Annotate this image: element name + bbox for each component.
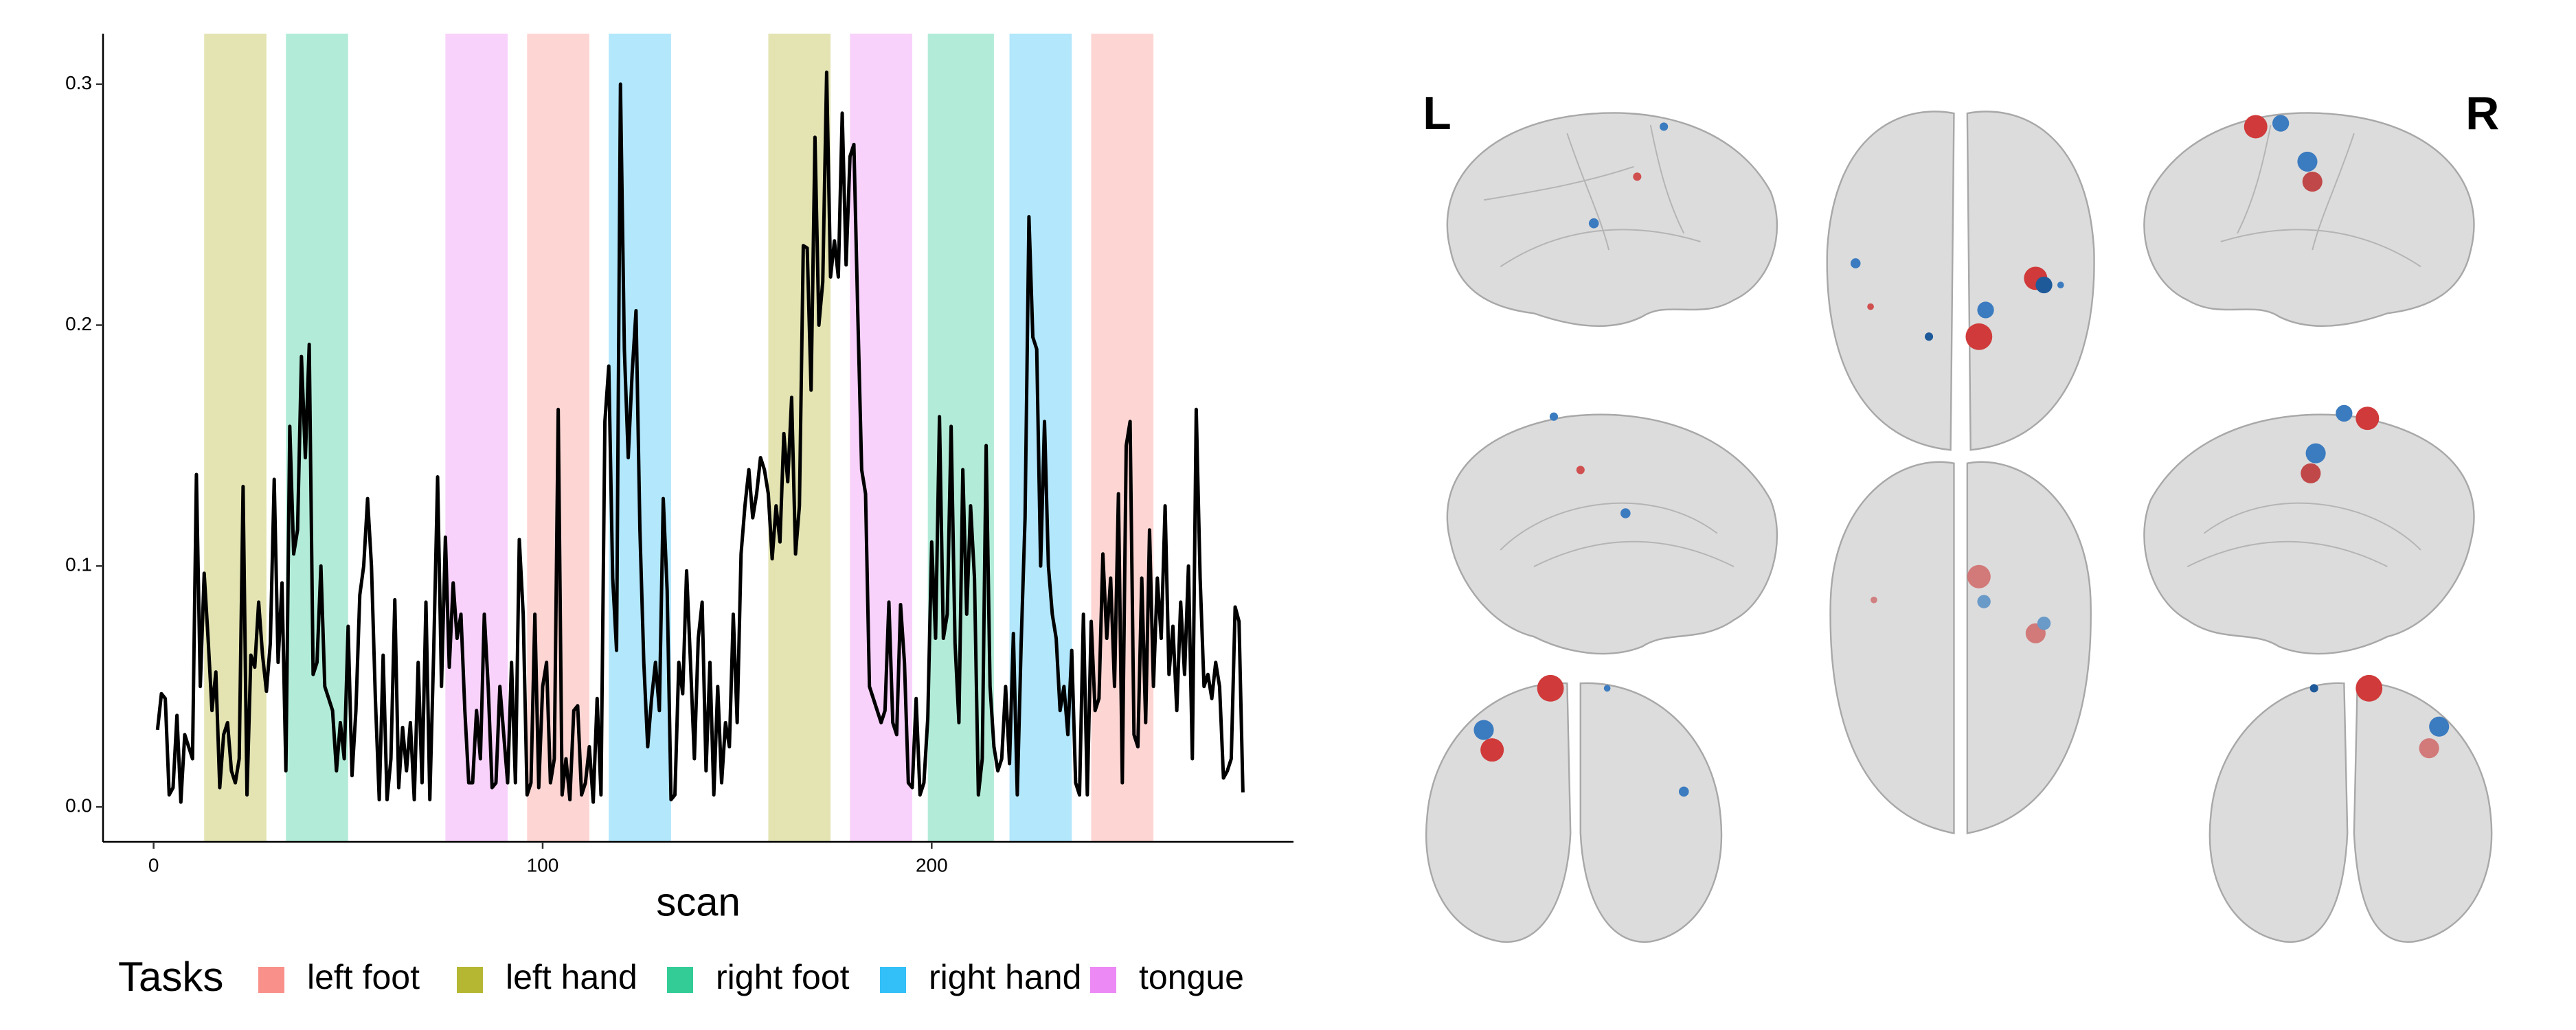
legend-swatch [1090,967,1116,993]
legend-label: left foot [307,958,420,996]
y-tick-label: 0.0 [65,795,92,816]
y-tick-label: 0.3 [65,72,92,93]
brain-medial-right [2143,404,2475,655]
brain-coronal [1425,674,1723,943]
hemisphere-label: L [1423,87,1451,139]
hemisphere-label: R [2465,87,2499,139]
brain-lateral [1446,112,1778,327]
brain-top [1826,111,2095,451]
x-axis-label: scan [656,880,741,924]
legend-swatch [667,967,693,993]
task-block [445,34,508,842]
chart: 0.0 0.1 0.2 0.3 0 100 200 scan Tasks left foot lef… [65,34,1293,1000]
legend-swatch [258,967,284,993]
legend-label: left hand [506,958,637,996]
legend-label: right hand [929,958,1081,996]
legend-swatch [880,967,906,993]
data-line [155,70,1245,804]
x-tick-label: 0 [148,854,159,876]
legend-title: Tasks [118,954,223,1000]
task-block [286,34,348,842]
y-tick-label: 0.1 [65,554,92,575]
brain-bottom [1829,461,2092,834]
brain-coronal-right [2208,674,2493,943]
x-tick-label: 100 [527,854,559,876]
brain-lateral-right [2143,112,2475,327]
task-block [204,34,267,842]
brain-views: L R [1423,87,2499,943]
brain-medial [1446,412,1778,655]
legend-swatch [457,967,483,993]
legend-label: right foot [716,958,850,996]
legend-label: tongue [1139,958,1244,996]
y-tick-label: 0.2 [65,313,92,334]
x-tick-label: 200 [916,854,948,876]
